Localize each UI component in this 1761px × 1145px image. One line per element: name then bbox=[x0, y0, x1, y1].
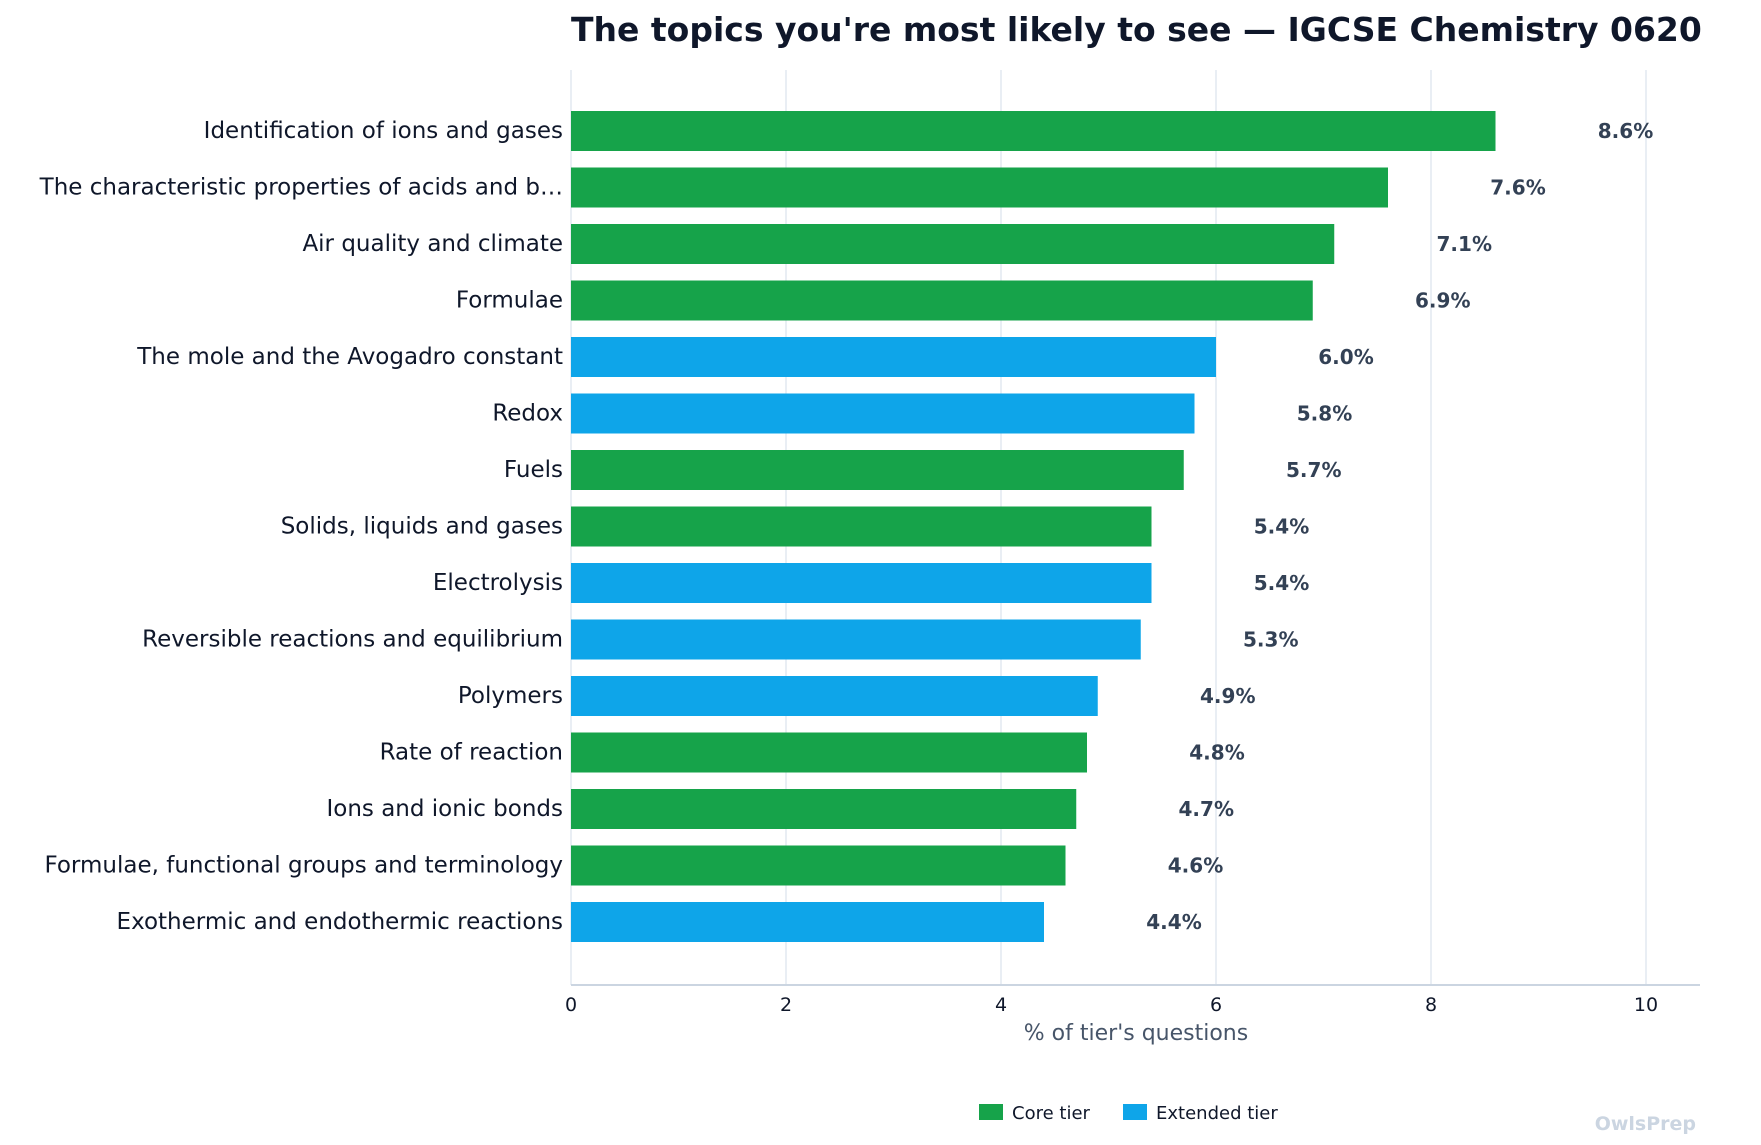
value-label-13: 4.6% bbox=[1168, 854, 1223, 878]
category-label-8: Electrolysis bbox=[433, 570, 563, 596]
category-label-2: Air quality and climate bbox=[302, 231, 563, 257]
value-label-12: 4.7% bbox=[1179, 797, 1234, 821]
bar-8 bbox=[571, 563, 1152, 603]
category-label-7: Solids, liquids and gases bbox=[281, 514, 563, 540]
bar-6 bbox=[571, 450, 1184, 490]
category-label-11: Rate of reaction bbox=[380, 740, 563, 766]
x-tick-label-10: 10 bbox=[1634, 994, 1658, 1016]
category-label-13: Formulae, functional groups and terminol… bbox=[44, 853, 563, 879]
value-label-11: 4.8% bbox=[1189, 741, 1244, 765]
chart-title: The topics you're most likely to see — I… bbox=[571, 10, 1702, 49]
value-label-6: 5.7% bbox=[1286, 458, 1341, 482]
bar-10 bbox=[571, 676, 1098, 716]
bar-14 bbox=[571, 902, 1044, 942]
x-tick-label-4: 4 bbox=[995, 994, 1007, 1016]
value-label-14: 4.4% bbox=[1146, 910, 1201, 934]
category-label-14: Exothermic and endothermic reactions bbox=[117, 909, 563, 935]
bar-9 bbox=[571, 619, 1141, 660]
legend-label-core: Core tier bbox=[1012, 1103, 1091, 1124]
bar-0 bbox=[571, 111, 1496, 151]
bars bbox=[571, 111, 1496, 942]
legend-swatch-core bbox=[979, 1104, 1003, 1120]
value-label-8: 5.4% bbox=[1254, 571, 1309, 595]
bar-7 bbox=[571, 506, 1152, 547]
x-tick-label-8: 8 bbox=[1425, 994, 1437, 1016]
category-label-1: The characteristic properties of acids a… bbox=[39, 175, 563, 201]
x-tick-label-2: 2 bbox=[780, 994, 792, 1016]
bar-13 bbox=[571, 845, 1066, 886]
x-axis-title: % of tier's questions bbox=[1024, 1021, 1248, 1046]
value-label-10: 4.9% bbox=[1200, 684, 1255, 708]
bar-5 bbox=[571, 393, 1195, 434]
category-label-10: Polymers bbox=[458, 683, 563, 709]
legend-label-extended: Extended tier bbox=[1156, 1103, 1278, 1124]
category-label-3: Formulae bbox=[456, 288, 563, 314]
legend-swatch-extended bbox=[1123, 1104, 1147, 1120]
bar-4 bbox=[571, 337, 1216, 377]
value-label-3: 6.9% bbox=[1415, 289, 1470, 313]
bar-1 bbox=[571, 167, 1388, 208]
category-label-0: Identification of ions and gases bbox=[204, 118, 563, 144]
value-label-7: 5.4% bbox=[1254, 515, 1309, 539]
x-tick-label-6: 6 bbox=[1210, 994, 1222, 1016]
value-label-0: 8.6% bbox=[1598, 119, 1653, 143]
category-label-5: Redox bbox=[492, 401, 563, 427]
bar-2 bbox=[571, 224, 1335, 264]
x-axis-ticks: 0 2 4 6 8 10 bbox=[565, 994, 1658, 1016]
value-label-9: 5.3% bbox=[1243, 628, 1298, 652]
value-label-2: 7.1% bbox=[1437, 232, 1492, 256]
legend: Core tier Extended tier bbox=[979, 1103, 1278, 1124]
category-label-4: The mole and the Avogadro constant bbox=[136, 344, 563, 370]
bar-11 bbox=[571, 732, 1087, 773]
x-tick-label-0: 0 bbox=[565, 994, 577, 1016]
value-label-1: 7.6% bbox=[1490, 176, 1545, 200]
category-labels: Identification of ions and gases The char… bbox=[39, 118, 563, 935]
category-label-9: Reversible reactions and equilibrium bbox=[142, 627, 563, 653]
watermark: OwlsPrep bbox=[1595, 1113, 1696, 1135]
category-label-6: Fuels bbox=[504, 457, 563, 483]
value-labels: 8.6% 7.6% 7.1% 6.9% 6.0% 5.8% 5.7% 5.4% 5.4% 5.3%… bbox=[1146, 119, 1653, 934]
category-label-12: Ions and ionic bonds bbox=[326, 796, 563, 822]
bar-3 bbox=[571, 280, 1313, 321]
value-label-4: 6.0% bbox=[1318, 345, 1373, 369]
value-label-5: 5.8% bbox=[1297, 402, 1352, 426]
bar-12 bbox=[571, 789, 1077, 829]
